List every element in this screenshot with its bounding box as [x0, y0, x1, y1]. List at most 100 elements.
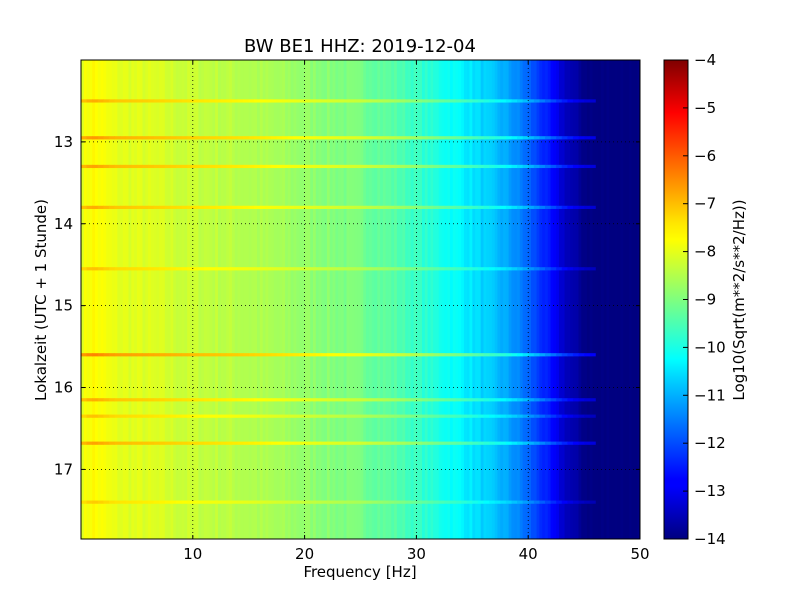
heatmap-column [259, 60, 264, 539]
power-band-segment [505, 205, 512, 209]
power-band-segment [125, 353, 132, 357]
power-band-segment [326, 99, 334, 103]
power-band-segment [315, 353, 322, 357]
power-band-segment [472, 136, 479, 140]
power-band-segment [304, 353, 311, 357]
y-tick-label: 13 [54, 133, 73, 151]
heatmap-column [299, 60, 303, 539]
power-band-segment [231, 353, 239, 357]
power-band-segment [192, 136, 199, 140]
power-band-segment [304, 267, 311, 271]
power-band-segment [142, 136, 149, 140]
power-band-segment [550, 398, 557, 402]
heatmap-column [142, 60, 146, 539]
power-band-segment [589, 500, 596, 504]
power-band-segment [92, 99, 99, 103]
power-band-segment [349, 99, 356, 103]
power-band-segment [377, 99, 384, 103]
power-band-segment [299, 267, 306, 271]
heatmap-column [586, 60, 591, 539]
heatmap-column [421, 60, 426, 539]
power-band-segment [449, 205, 457, 209]
power-band-segment [533, 164, 540, 169]
heatmap-column [584, 60, 588, 539]
power-band-segment [209, 136, 216, 140]
power-band-segment [226, 136, 233, 140]
heatmap-column [271, 60, 275, 539]
power-band-segment [539, 267, 546, 271]
heatmap-column [620, 60, 624, 539]
power-band-segment [477, 441, 484, 445]
power-band-segment [371, 164, 378, 169]
power-band-segment [108, 353, 116, 357]
heatmap-column [628, 60, 633, 539]
power-band-segment [276, 99, 283, 103]
heatmap-column [483, 60, 487, 539]
heatmap-column [452, 60, 457, 539]
power-band-segment [226, 441, 233, 445]
power-band-segment [86, 414, 93, 418]
heatmap-column [215, 60, 219, 539]
power-band-segment [215, 441, 222, 445]
power-band-segment [282, 353, 289, 357]
power-band-segment [203, 136, 211, 140]
power-band-segment [176, 398, 183, 402]
power-band-segment [271, 136, 278, 140]
power-band-segment [114, 136, 121, 140]
power-band-segment [349, 441, 356, 445]
power-band-segment [176, 414, 183, 418]
power-band-segment [164, 99, 171, 103]
power-band-segment [517, 398, 524, 402]
heatmap-column [374, 60, 378, 539]
power-band-segment [304, 398, 311, 402]
power-band-segment [438, 164, 445, 169]
power-band-segment [271, 414, 278, 418]
colorbar-tick-label: −11 [694, 386, 726, 404]
power-band-segment [405, 164, 412, 169]
heatmap-column [86, 60, 90, 539]
power-band-segment [371, 99, 378, 103]
power-band-segment [203, 99, 211, 103]
power-band-segment [293, 414, 300, 418]
power-band-segment [148, 353, 155, 357]
power-band-segment [349, 164, 356, 169]
heatmap-column [257, 60, 261, 539]
power-band-segment [231, 414, 239, 418]
power-band-segment [489, 441, 496, 445]
heatmap-column [589, 60, 594, 539]
power-band-segment [97, 164, 104, 169]
power-band-segment [371, 500, 378, 504]
power-band-segment [103, 99, 110, 103]
power-band-segment [556, 353, 563, 357]
power-band-segment [494, 353, 501, 357]
heatmap-column [519, 60, 524, 539]
heatmap-column [251, 60, 255, 539]
power-band-segment [410, 99, 417, 103]
power-band-segment [338, 164, 345, 169]
power-band-segment [500, 205, 507, 209]
heatmap-column [136, 60, 141, 539]
power-band-segment [131, 398, 138, 402]
power-band-segment [567, 164, 574, 169]
power-band-segment [120, 414, 127, 418]
power-band-segment [326, 414, 334, 418]
power-band-segment [215, 99, 222, 103]
power-band-segment [142, 500, 149, 504]
power-band-segment [461, 500, 468, 504]
power-band-segment [321, 414, 328, 418]
power-band-segment [103, 414, 110, 418]
power-band-segment [103, 441, 110, 445]
power-band-segment [321, 205, 328, 209]
heatmap-column [463, 60, 468, 539]
power-band-segment [198, 164, 205, 169]
heatmap-column [385, 60, 390, 539]
power-band-segment [103, 164, 110, 169]
heatmap-column [285, 60, 289, 539]
power-band-segment [237, 414, 244, 418]
power-band-segment [237, 205, 244, 209]
power-band-segment [131, 441, 138, 445]
power-band-segment [528, 500, 535, 504]
heatmap-column [357, 60, 362, 539]
power-band-segment [153, 205, 160, 209]
power-band-segment [517, 414, 524, 418]
